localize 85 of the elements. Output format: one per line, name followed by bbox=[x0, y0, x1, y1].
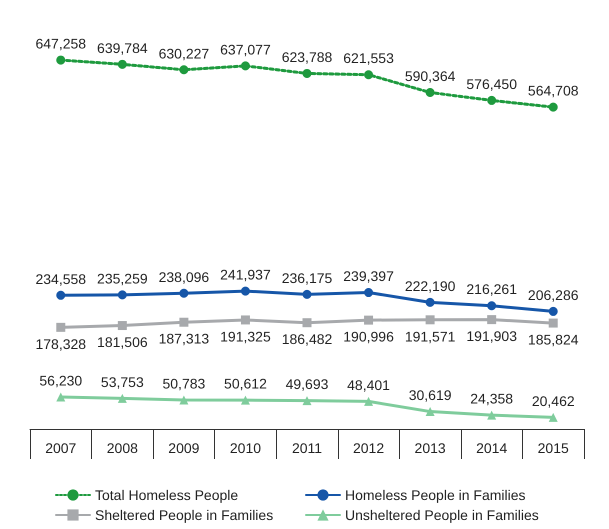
data-label: 216,261 bbox=[466, 281, 518, 298]
data-label: 639,784 bbox=[97, 40, 148, 56]
data-label: 186,482 bbox=[282, 331, 333, 348]
data-label: 53,753 bbox=[100, 374, 144, 390]
x-tick-label: 2007 bbox=[45, 440, 77, 456]
point bbox=[56, 392, 66, 402]
data-label: 564,708 bbox=[528, 82, 579, 99]
point bbox=[240, 315, 250, 324]
point bbox=[364, 288, 374, 298]
point bbox=[487, 96, 496, 105]
data-label: 236,175 bbox=[282, 270, 333, 286]
x-tick-label: 2012 bbox=[352, 440, 384, 456]
point bbox=[118, 60, 127, 69]
point bbox=[56, 322, 66, 332]
point bbox=[240, 286, 250, 296]
point bbox=[364, 70, 374, 80]
point bbox=[302, 318, 312, 328]
x-tick-label: 2009 bbox=[168, 440, 200, 456]
data-label: 235,259 bbox=[97, 270, 148, 286]
point bbox=[364, 316, 374, 325]
data-label: 20,462 bbox=[532, 392, 575, 409]
data-label: 621,553 bbox=[343, 50, 394, 66]
x-tick-label: 2015 bbox=[538, 440, 570, 456]
data-label: 191,325 bbox=[220, 328, 271, 344]
data-label: 190,996 bbox=[343, 328, 394, 345]
point bbox=[302, 396, 312, 406]
data-label: 647,258 bbox=[35, 36, 86, 52]
x-tick-label: 2008 bbox=[106, 440, 138, 456]
data-label: 239,397 bbox=[343, 268, 394, 284]
data-label: 30,619 bbox=[408, 387, 452, 404]
data-label: 637,077 bbox=[220, 41, 271, 58]
data-label: 576,450 bbox=[466, 76, 518, 92]
point bbox=[548, 412, 558, 422]
point bbox=[426, 88, 435, 97]
data-label: 50,783 bbox=[162, 376, 206, 392]
data-label: 185,824 bbox=[528, 332, 579, 348]
point bbox=[240, 396, 250, 405]
data-label: 590,364 bbox=[404, 68, 456, 84]
data-label: 222,190 bbox=[404, 278, 456, 294]
point bbox=[548, 102, 558, 112]
x-tick-label: 2010 bbox=[230, 440, 262, 456]
data-label: 234,558 bbox=[35, 270, 86, 287]
legend-label: Homeless People in Families bbox=[345, 487, 526, 503]
x-tick-label: 2014 bbox=[476, 440, 508, 456]
data-label: 181,506 bbox=[97, 334, 148, 350]
data-label: 50,612 bbox=[224, 376, 268, 392]
data-label: 191,571 bbox=[404, 328, 456, 344]
point bbox=[302, 290, 312, 299]
point bbox=[426, 407, 435, 416]
point bbox=[118, 290, 127, 300]
point bbox=[118, 321, 127, 330]
point bbox=[56, 290, 66, 300]
point bbox=[302, 68, 312, 78]
data-label: 630,227 bbox=[158, 45, 210, 62]
x-tick-label: 2011 bbox=[292, 440, 322, 456]
point bbox=[364, 396, 374, 406]
point bbox=[118, 394, 127, 403]
legend-label: Sheltered People in Families bbox=[95, 507, 274, 523]
x-tick-label: 2013 bbox=[414, 440, 446, 456]
point bbox=[179, 318, 188, 327]
data-label: 24,358 bbox=[470, 390, 514, 407]
legend-label: Unsheltered People in Families bbox=[345, 507, 539, 523]
point bbox=[487, 301, 496, 310]
data-label: 623,788 bbox=[282, 48, 333, 65]
data-label: 49,693 bbox=[286, 376, 329, 392]
data-label: 241,937 bbox=[220, 266, 271, 283]
point bbox=[426, 298, 435, 307]
data-label: 191,903 bbox=[466, 328, 518, 344]
point bbox=[548, 318, 558, 328]
point bbox=[426, 315, 435, 324]
data-label: 187,313 bbox=[158, 330, 210, 347]
data-label: 56,230 bbox=[39, 372, 82, 388]
data-label: 178,328 bbox=[35, 336, 86, 352]
point bbox=[487, 315, 496, 324]
point bbox=[179, 396, 188, 405]
point bbox=[240, 61, 250, 70]
point bbox=[179, 288, 188, 298]
data-label: 238,096 bbox=[158, 268, 210, 285]
data-label: 206,286 bbox=[528, 286, 579, 303]
point bbox=[56, 56, 66, 65]
data-label: 48,401 bbox=[347, 376, 390, 393]
point bbox=[548, 306, 558, 316]
point bbox=[179, 65, 188, 74]
legend-label: Total Homeless People bbox=[95, 487, 238, 503]
point bbox=[487, 410, 496, 420]
